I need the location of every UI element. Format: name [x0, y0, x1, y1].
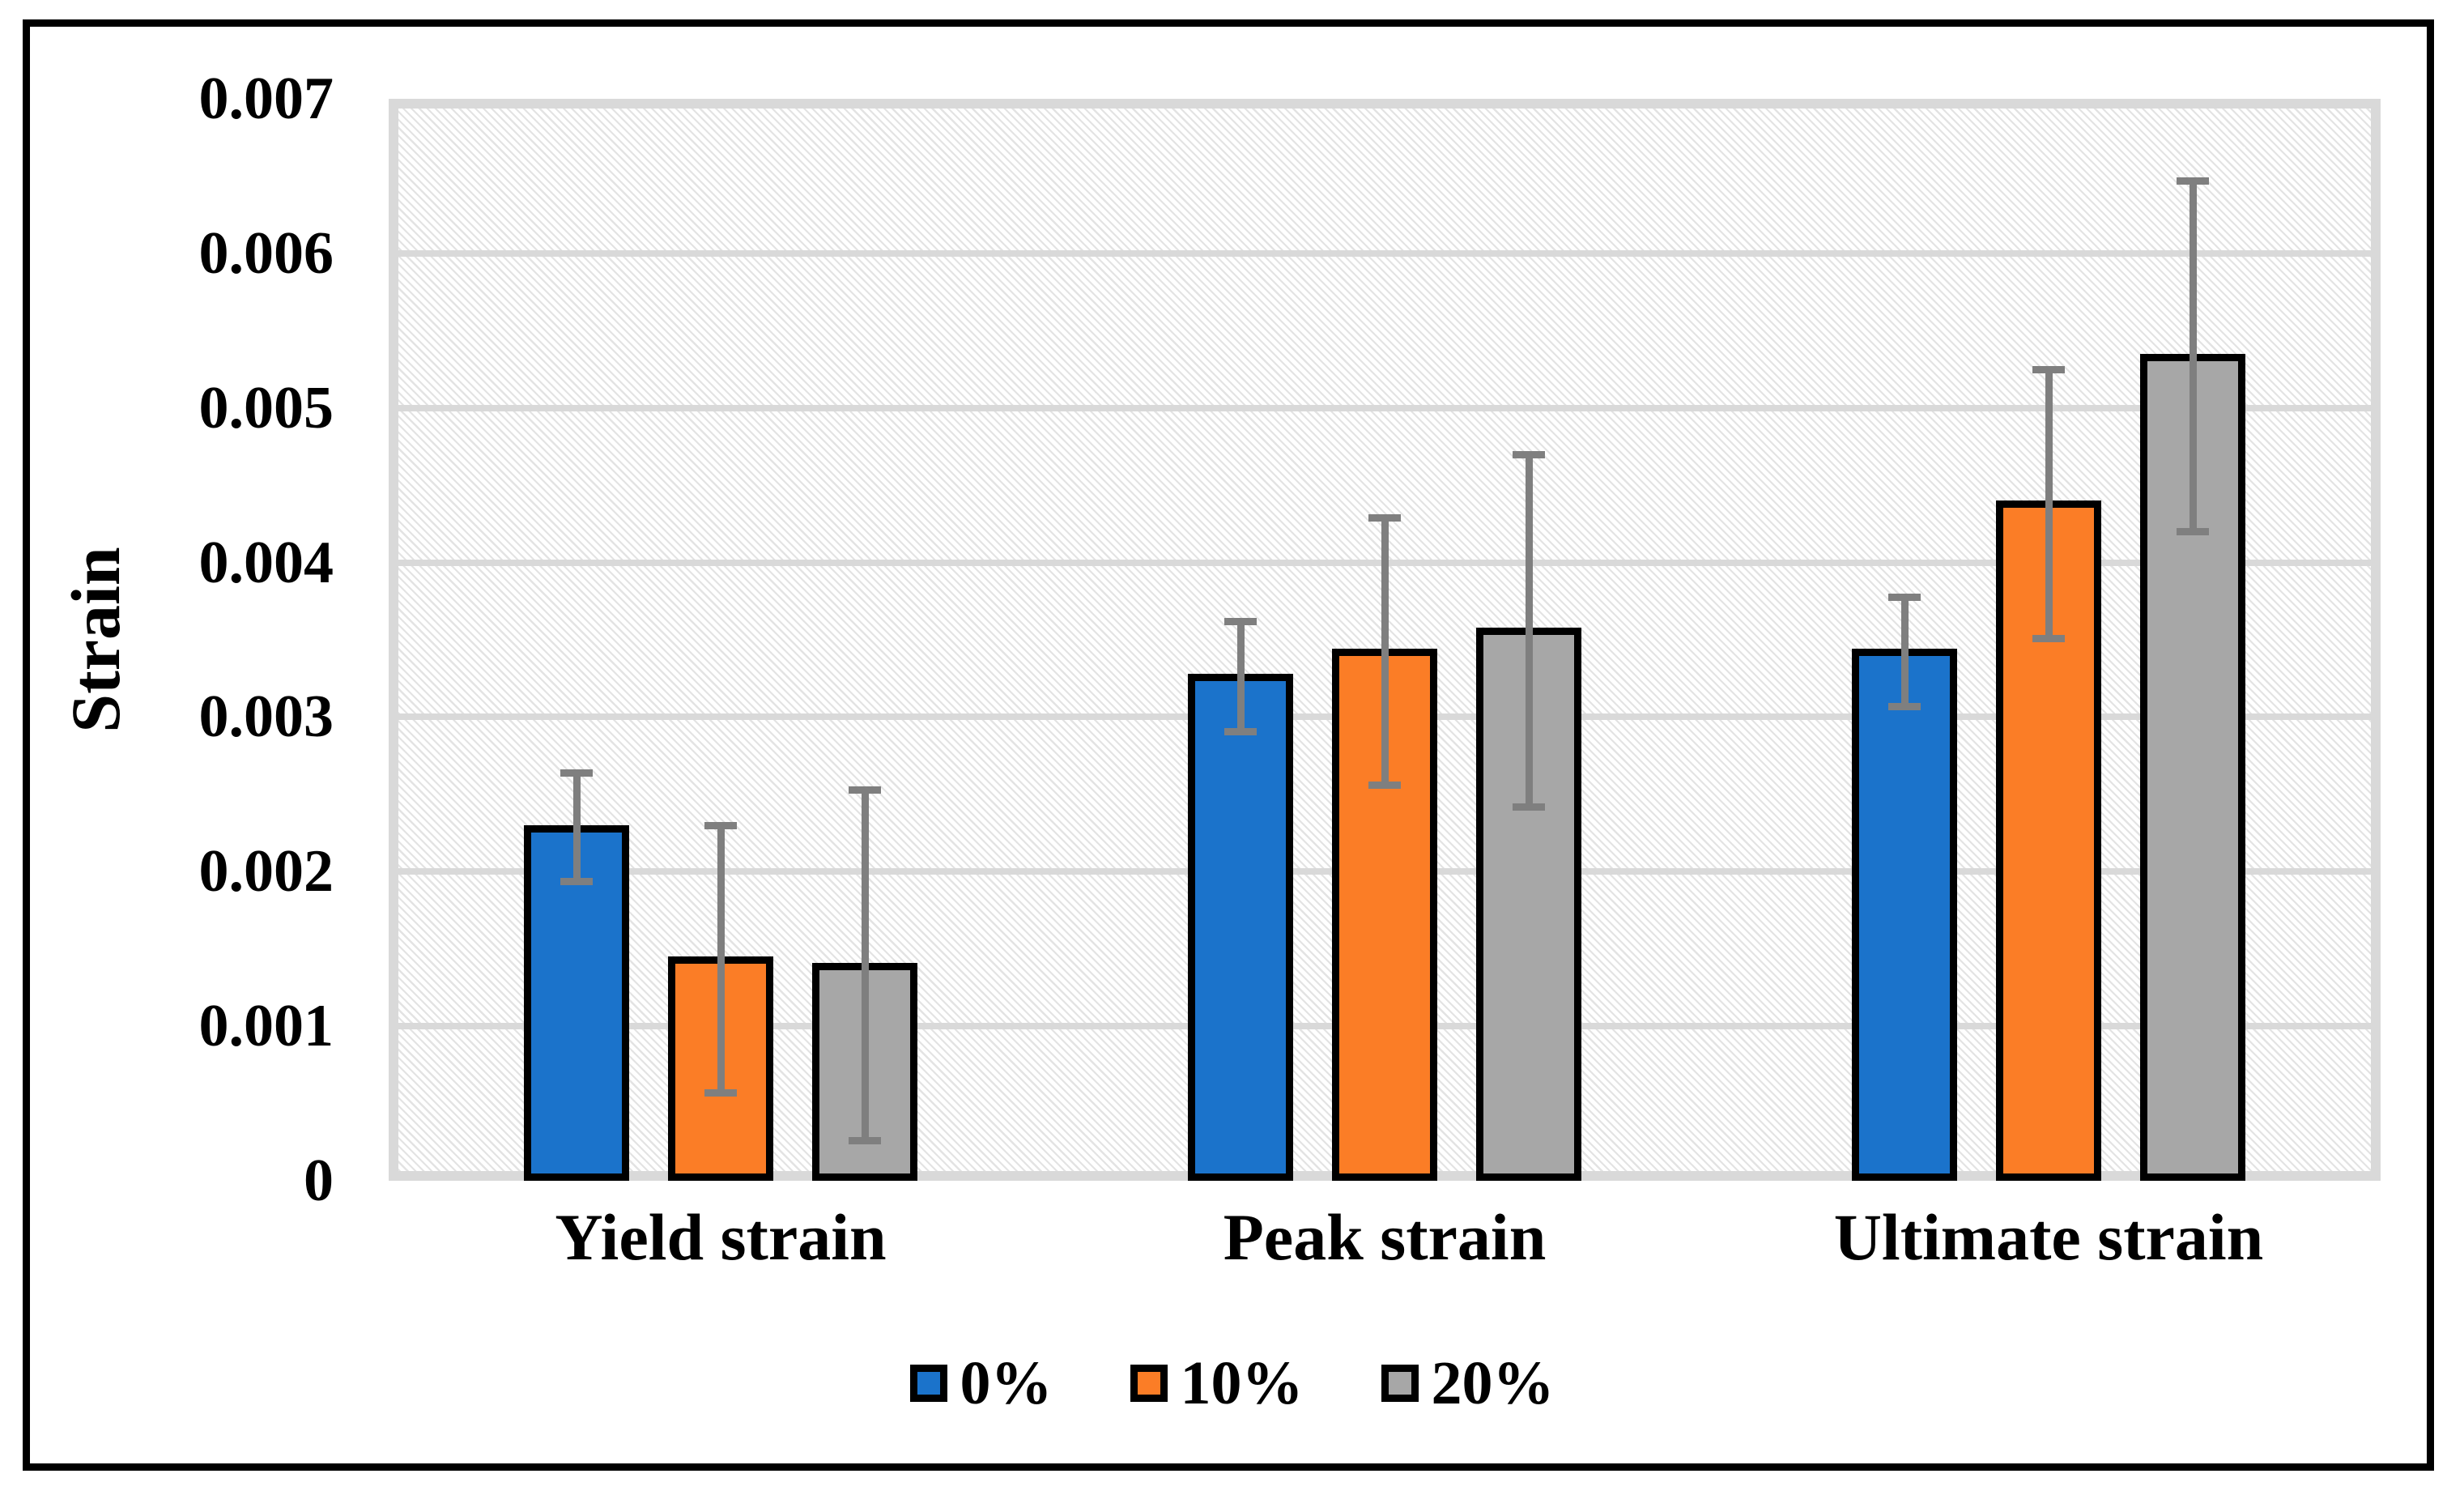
error-bar-cap-top — [1368, 514, 1401, 522]
y-axis-title: Strain — [57, 547, 134, 733]
error-bar-cap-top — [1888, 593, 1921, 601]
category-label: Ultimate strain — [1833, 1200, 2264, 1274]
error-bar-cap-bottom — [2032, 635, 2065, 643]
y-tick-label: 0.002 — [198, 838, 334, 905]
legend: 0% 10% 20% — [0, 1351, 2464, 1416]
error-bar-cap-top — [2032, 366, 2065, 373]
error-bar-cap-top — [1513, 450, 1545, 458]
y-tick-label: 0 — [304, 1148, 334, 1214]
error-bar-stem — [861, 790, 869, 1141]
legend-label: 10% — [1180, 1349, 1304, 1417]
legend-label: 20% — [1431, 1349, 1555, 1417]
error-bar-cap-bottom — [1513, 803, 1545, 811]
y-tick-label: 0.007 — [198, 66, 334, 132]
legend-swatch-20% — [1381, 1365, 1419, 1402]
legend-label: 0% — [960, 1349, 1053, 1417]
error-bar-stem — [1236, 621, 1245, 731]
error-bar-cap-bottom — [560, 877, 593, 885]
y-tick-label: 0.006 — [198, 219, 334, 287]
error-bar-stem — [1381, 518, 1389, 786]
error-bar-cap-bottom — [2177, 528, 2209, 536]
error-bar-cap-top — [2177, 177, 2209, 185]
error-bar-cap-top — [1224, 618, 1257, 626]
error-bar-stem — [1525, 454, 1533, 807]
error-bar-stem — [1900, 596, 1909, 707]
error-bar-cap-top — [560, 769, 593, 777]
error-bar-stem — [572, 773, 581, 881]
error-bar-cap-bottom — [1224, 727, 1257, 735]
category-label: Yield strain — [555, 1200, 887, 1274]
legend-item: 0% — [909, 1349, 1053, 1417]
legend-item: 10% — [1130, 1351, 1304, 1416]
legend-swatch-0% — [909, 1365, 947, 1402]
y-tick-label: 0.005 — [198, 374, 334, 441]
bar-0% — [1188, 673, 1293, 1181]
error-bar-cap-bottom — [1368, 782, 1401, 790]
gridline — [389, 249, 2381, 257]
legend-item: 20% — [1381, 1351, 1555, 1416]
error-bar-stem — [2045, 369, 2053, 639]
gridline — [389, 404, 2381, 411]
error-bar-cap-top — [704, 822, 737, 830]
error-bar-cap-bottom — [849, 1137, 881, 1145]
legend-swatch-10% — [1130, 1365, 1168, 1402]
y-tick-label: 0.003 — [198, 684, 334, 751]
error-bar-cap-top — [849, 786, 881, 794]
category-label: Peak strain — [1223, 1200, 1547, 1274]
error-bar-cap-bottom — [1888, 703, 1921, 711]
error-bar-stem — [2189, 181, 2197, 532]
y-tick-label: 0.001 — [198, 993, 334, 1060]
error-bar-stem — [717, 825, 725, 1093]
error-bar-cap-bottom — [704, 1089, 737, 1097]
y-tick-label: 0.004 — [198, 529, 334, 596]
bar-0% — [1852, 649, 1957, 1181]
